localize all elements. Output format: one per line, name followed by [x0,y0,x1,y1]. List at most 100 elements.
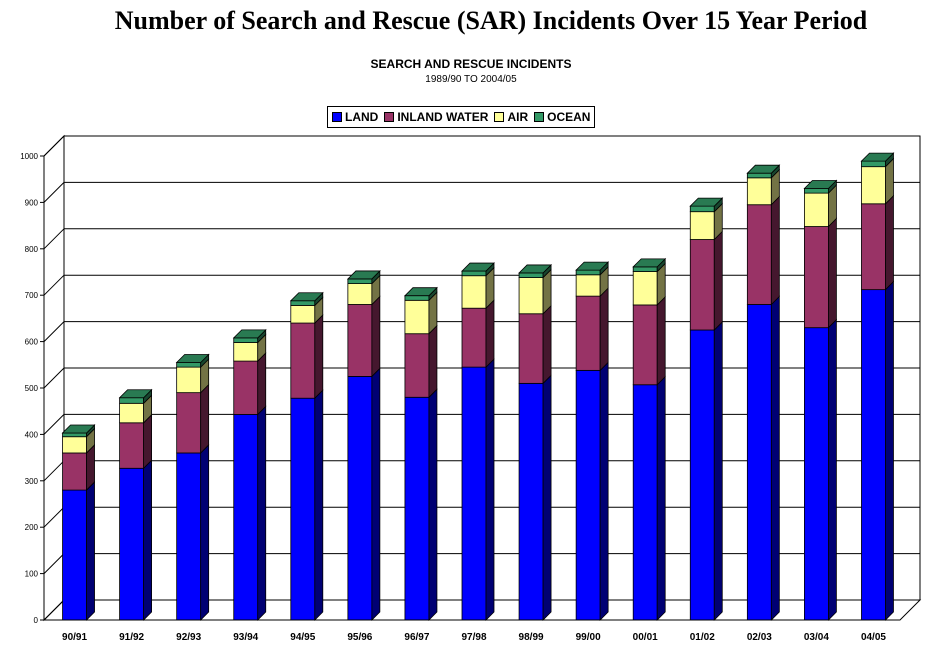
bar-land [119,467,144,621]
gridline-side [43,553,65,574]
bar-side-land [371,367,381,621]
bar-air [62,436,87,454]
bar-side-land [428,388,438,621]
x-tick-label: 01/02 [690,632,715,643]
bar-inland-water [689,239,715,331]
x-tick-label: 92/93 [176,632,201,643]
bar-side-inland-water [485,299,495,369]
bar-land [176,452,202,621]
bar-top-ocean [346,270,381,280]
bar-ocean [518,272,544,278]
bar-ocean [632,266,658,272]
y-tick-label: 1000 [20,152,38,161]
x-tick-label: 98/99 [519,632,544,643]
gridline-side [43,506,65,528]
bar-top-ocean [860,152,895,162]
bar-inland-water [119,422,144,469]
bar-side-land [485,358,495,621]
bar-land [746,304,772,621]
legend-label-ocean: OCEAN [547,110,591,124]
bar-top-ocean [61,424,96,434]
legend-swatch-ocean [534,112,545,122]
bar-air [461,275,487,309]
bar-ocean [347,278,373,284]
gridline-side [43,599,65,621]
bar-top-ocean [175,354,210,363]
bar-inland-water [62,452,87,491]
bar-side-land [713,321,723,621]
bar-air [689,211,715,240]
bar-side-inland-water [770,195,780,306]
bar-ocean [804,188,829,194]
bar-ocean [176,362,202,368]
x-tick-label: 00/01 [633,632,658,643]
x-tick-label: 94/95 [290,632,315,643]
legend-item-inland-water: INLAND WATER [384,110,488,124]
bar-ocean [746,172,772,179]
legend-swatch-inland-water [384,112,395,122]
bar-inland-water [518,313,544,384]
y-tick-label: 700 [25,291,39,300]
legend-item-land: LAND [332,110,378,124]
bar-inland-water [233,360,259,415]
page-title: Number of Search and Rescue (SAR) Incide… [114,6,868,35]
bar-top-ocean [118,389,153,399]
x-tick-label: 96/97 [404,632,429,643]
gridline-side [43,414,65,435]
legend-item-air: AIR [494,110,528,124]
x-tick-label: 90/91 [62,632,87,643]
chart-subtitle: 1989/90 TO 2004/05 [425,74,517,85]
bar-land [62,489,87,621]
bar-land [404,396,430,621]
x-tick-label: 91/92 [119,632,144,643]
x-tick-label: 95/96 [347,632,372,643]
bar-air [804,192,829,227]
bar-ocean [233,337,259,343]
x-tick-label: 03/04 [804,632,829,643]
bar-side-inland-water [713,230,723,331]
gridline-side [43,228,65,250]
bar-air [347,283,373,305]
bar-top-ocean [289,292,324,302]
bar-ocean [861,160,886,168]
bar-side-inland-water [314,314,324,400]
bar-inland-water [804,226,829,329]
bar-side-inland-water [885,194,894,291]
x-tick-label: 97/98 [461,632,486,643]
legend-label-land: LAND [345,110,379,124]
legend-swatch-air [494,112,505,122]
y-tick-label: 0 [34,616,39,625]
bar-air [290,305,316,324]
bar-side-inland-water [143,413,153,470]
bar-side-land [885,280,894,621]
bar-air [404,299,430,335]
bar-inland-water [404,333,430,398]
legend-item-ocean: OCEAN [534,110,590,124]
x-tick-label: 04/05 [861,632,886,643]
bar-air [746,177,772,206]
gridline-side [43,135,65,157]
bar-side-land [257,405,267,621]
bar-inland-water [176,392,202,454]
bar-land [347,375,373,621]
gridline-side [43,321,65,342]
y-tick-label: 600 [25,338,39,347]
bar-air [861,166,886,205]
bar-side-inland-water [200,383,210,454]
bar-land [233,414,259,621]
bar-side-inland-water [828,217,837,329]
bar-side-land [599,361,609,621]
y-tick-label: 500 [25,384,39,393]
gridline-side [43,460,65,482]
bar-land [518,382,544,621]
bar-land [689,329,715,621]
bar-inland-water [461,307,487,368]
bar-air [119,402,144,424]
bar-ocean [689,205,715,213]
bar-top-ocean [803,180,838,189]
bar-side-inland-water [428,324,438,399]
bar-side-land [314,389,324,621]
gridline-side [43,182,65,203]
bar-ocean [404,295,430,301]
bar-inland-water [861,203,886,291]
